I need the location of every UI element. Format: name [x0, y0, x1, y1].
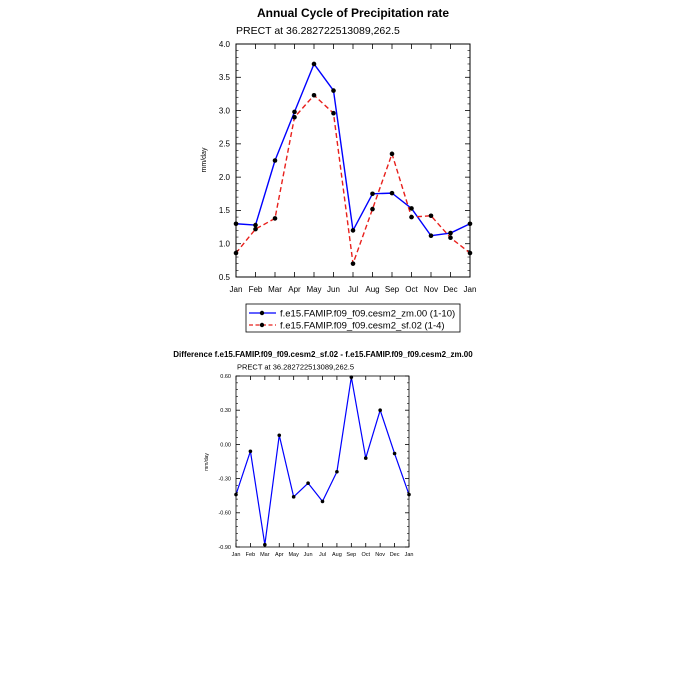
- x-tick-label: Apr: [275, 552, 284, 558]
- series-0-point: [428, 233, 434, 239]
- series-0-point: [378, 408, 382, 413]
- x-tick-label: May: [288, 552, 299, 558]
- legend: f.e15.FAMIP.f09_f09.cesm2_zm.00 (1-10) f…: [245, 303, 461, 333]
- x-tick-label: Mar: [268, 285, 282, 294]
- x-tick-label: Feb: [249, 285, 263, 294]
- y-tick-label: 3.0: [219, 106, 231, 115]
- y-tick-label: 2.5: [219, 140, 231, 149]
- x-tick-label: Jan: [230, 285, 243, 294]
- y-tick-label: 1.5: [219, 206, 231, 215]
- series-1-point: [428, 213, 434, 219]
- series-1-point: [350, 261, 356, 266]
- series-0-point: [335, 469, 339, 474]
- y-axis-label: mm/day: [201, 147, 208, 172]
- legend-label-sf: f.e15.FAMIP.f09_f09.cesm2_sf.02 (1-4): [280, 321, 445, 332]
- series-0-point: [370, 191, 375, 197]
- x-tick-label: Aug: [365, 285, 379, 294]
- difference-chart-title: Difference f.e15.FAMIP.f09_f09.cesm2_sf.…: [173, 350, 473, 359]
- annual-cycle-chart: Annual Cycle of Precipitation rate PRECT…: [201, 6, 476, 294]
- series-0-point: [306, 481, 310, 485]
- series-1-point: [389, 151, 395, 157]
- y-tick-label: -0.90: [218, 545, 231, 551]
- x-tick-label: Apr: [288, 285, 301, 294]
- chart-subtitle: PRECT at 36.282722513089,262.5: [236, 25, 400, 37]
- y-tick-label: 2.0: [219, 173, 231, 182]
- series-1-point: [272, 216, 278, 221]
- x-tick-label: Aug: [332, 552, 342, 558]
- y-tick-label: 1.0: [219, 240, 231, 249]
- series-1-point: [409, 214, 414, 220]
- series-1-point: [253, 226, 258, 232]
- x-tick-label: Jul: [319, 552, 326, 558]
- series-0-point: [331, 88, 336, 93]
- series-line-0: [235, 376, 410, 546]
- difference-y-axis-label: mm/day: [204, 453, 210, 471]
- series-1-point: [311, 92, 317, 98]
- difference-chart: Difference f.e15.FAMIP.f09_f09.cesm2_sf.…: [173, 350, 473, 558]
- y-tick-label: 0.60: [220, 374, 231, 380]
- x-tick-label: Feb: [246, 552, 255, 558]
- series-line-0: [235, 63, 471, 237]
- x-tick-label: Oct: [361, 552, 370, 558]
- series-0-point: [392, 451, 397, 456]
- x-tick-label: Nov: [424, 285, 438, 294]
- series-0-point: [248, 449, 253, 454]
- x-tick-label: Jan: [232, 552, 241, 558]
- x-tick-label: Jul: [348, 285, 358, 294]
- series-0-point: [320, 499, 325, 504]
- y-tick-label: -0.60: [218, 511, 231, 517]
- series-0-point: [350, 228, 356, 233]
- x-tick-label: Dec: [390, 552, 400, 558]
- series-1-point: [331, 110, 336, 116]
- y-tick-label: -0.30: [218, 477, 231, 483]
- legend-marker-zm: [259, 310, 265, 316]
- series-0-point: [277, 433, 282, 438]
- x-tick-label: Jan: [464, 285, 477, 294]
- y-tick-label: 0.30: [220, 408, 231, 414]
- series-1-point: [370, 206, 375, 212]
- plot-frame: [235, 43, 471, 278]
- y-tick-label: 3.5: [219, 73, 231, 82]
- y-tick-label: 4.0: [219, 40, 231, 49]
- legend-marker-sf: [259, 322, 265, 328]
- series-0-point: [253, 222, 258, 228]
- x-tick-label: Jun: [327, 285, 340, 294]
- difference-chart-subtitle: PRECT at 36.282722513089,262.5: [237, 363, 354, 372]
- series-0-point: [291, 495, 296, 499]
- series-1-point: [292, 114, 297, 120]
- x-tick-label: Jan: [405, 552, 414, 558]
- series-0-point: [311, 61, 317, 67]
- x-tick-label: Sep: [385, 285, 400, 294]
- legend-label-zm: f.e15.FAMIP.f09_f09.cesm2_zm.00 (1-10): [280, 309, 455, 320]
- series-0-point: [363, 456, 368, 460]
- x-tick-label: Jun: [304, 552, 313, 558]
- y-tick-label: 0.5: [219, 273, 231, 282]
- chart-title: Annual Cycle of Precipitation rate: [257, 6, 449, 20]
- series-0-point: [389, 190, 395, 196]
- series-line-1: [235, 94, 471, 265]
- x-tick-label: Nov: [375, 552, 385, 558]
- series-0-point: [409, 206, 414, 211]
- legend-box: [245, 303, 461, 333]
- x-tick-label: May: [306, 285, 321, 294]
- difference-plot-frame: [235, 375, 410, 548]
- x-tick-label: Dec: [443, 285, 457, 294]
- x-tick-label: Mar: [260, 552, 270, 558]
- y-tick-label: 0.00: [220, 442, 231, 448]
- series-0-point: [292, 109, 297, 115]
- series-0-point: [448, 230, 453, 236]
- series-0-point: [272, 158, 278, 163]
- series-1-point: [448, 235, 453, 241]
- x-tick-label: Sep: [346, 552, 356, 558]
- x-tick-label: Oct: [405, 285, 418, 294]
